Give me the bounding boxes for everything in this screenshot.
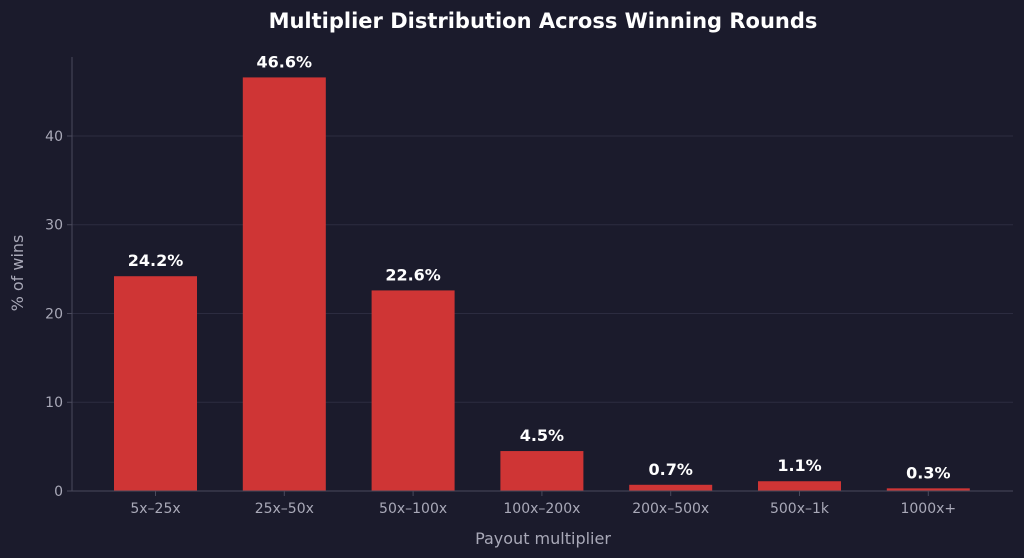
bar-value-label: 22.6% xyxy=(385,265,441,284)
y-tick-label: 30 xyxy=(45,218,63,234)
x-tick-label: 50x–100x xyxy=(379,501,447,517)
bar xyxy=(758,481,841,491)
x-tick-label: 500x–1k xyxy=(770,501,830,517)
gridlines xyxy=(72,135,1013,403)
y-tick-labels: 0 10 20 30 40 xyxy=(45,129,72,500)
x-tick-label: 200x–500x xyxy=(632,501,709,517)
x-tick-label: 25x–50x xyxy=(255,501,314,517)
chart-title: Multiplier Distribution Across Winning R… xyxy=(269,9,818,33)
y-axis-label: % of wins xyxy=(8,235,27,312)
bar xyxy=(371,290,455,491)
bar xyxy=(886,488,970,491)
x-tick-label: 5x–25x xyxy=(130,501,180,517)
bar xyxy=(242,77,326,491)
y-tick-label: 0 xyxy=(54,484,63,500)
bar-value-label: 46.6% xyxy=(257,52,313,71)
bar-value-label: 0.3% xyxy=(906,463,950,482)
y-tick-label: 20 xyxy=(45,306,63,322)
bar-value-label: 0.7% xyxy=(649,460,693,479)
axes xyxy=(71,57,1013,492)
x-tick-label: 1000x+ xyxy=(900,501,956,517)
value-labels: 24.2% 46.6% 22.6% 4.5% 0.7% 1.1% 0.3% xyxy=(128,52,951,482)
y-tick-label: 40 xyxy=(45,129,63,145)
bar xyxy=(500,451,584,491)
x-axis-label: Payout multiplier xyxy=(475,529,611,548)
x-tick-labels: 5x–25x 25x–50x 50x–100x 100x–200x 200x–500x 5… xyxy=(130,491,956,517)
bar-value-label: 24.2% xyxy=(128,251,184,270)
bar-value-label: 1.1% xyxy=(777,456,821,475)
bar xyxy=(114,276,197,491)
bar xyxy=(629,484,713,491)
bars xyxy=(114,77,970,491)
bar-value-label: 4.5% xyxy=(520,426,564,445)
y-tick-label: 10 xyxy=(45,395,63,411)
x-tick-label: 100x–200x xyxy=(503,501,580,517)
